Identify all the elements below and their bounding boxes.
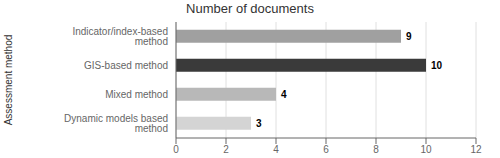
svg-text:4: 4 xyxy=(281,89,287,100)
svg-text:3: 3 xyxy=(256,118,262,129)
html-text:Number of documents: Number of documents xyxy=(186,1,314,16)
svg-text:Mixed method: Mixed method xyxy=(105,89,168,100)
svg-text:Indicator/index-basedmethod: Indicator/index-basedmethod xyxy=(72,26,168,47)
svg-text:2: 2 xyxy=(223,144,229,155)
svg-text:10: 10 xyxy=(431,60,443,71)
svg-text:6: 6 xyxy=(323,144,329,155)
svg-text:12: 12 xyxy=(470,144,482,155)
svg-text:8: 8 xyxy=(373,144,379,155)
svg-text:Assessment method: Assessment method xyxy=(8,35,14,126)
svg-text:4: 4 xyxy=(273,144,279,155)
svg-text:9: 9 xyxy=(406,31,412,42)
svg-text:Dynamic models basedmethod: Dynamic models basedmethod xyxy=(64,113,168,134)
svg-text:10: 10 xyxy=(420,144,432,155)
svg-text:GIS-based method: GIS-based method xyxy=(84,60,168,71)
svg-text:0: 0 xyxy=(173,144,179,155)
